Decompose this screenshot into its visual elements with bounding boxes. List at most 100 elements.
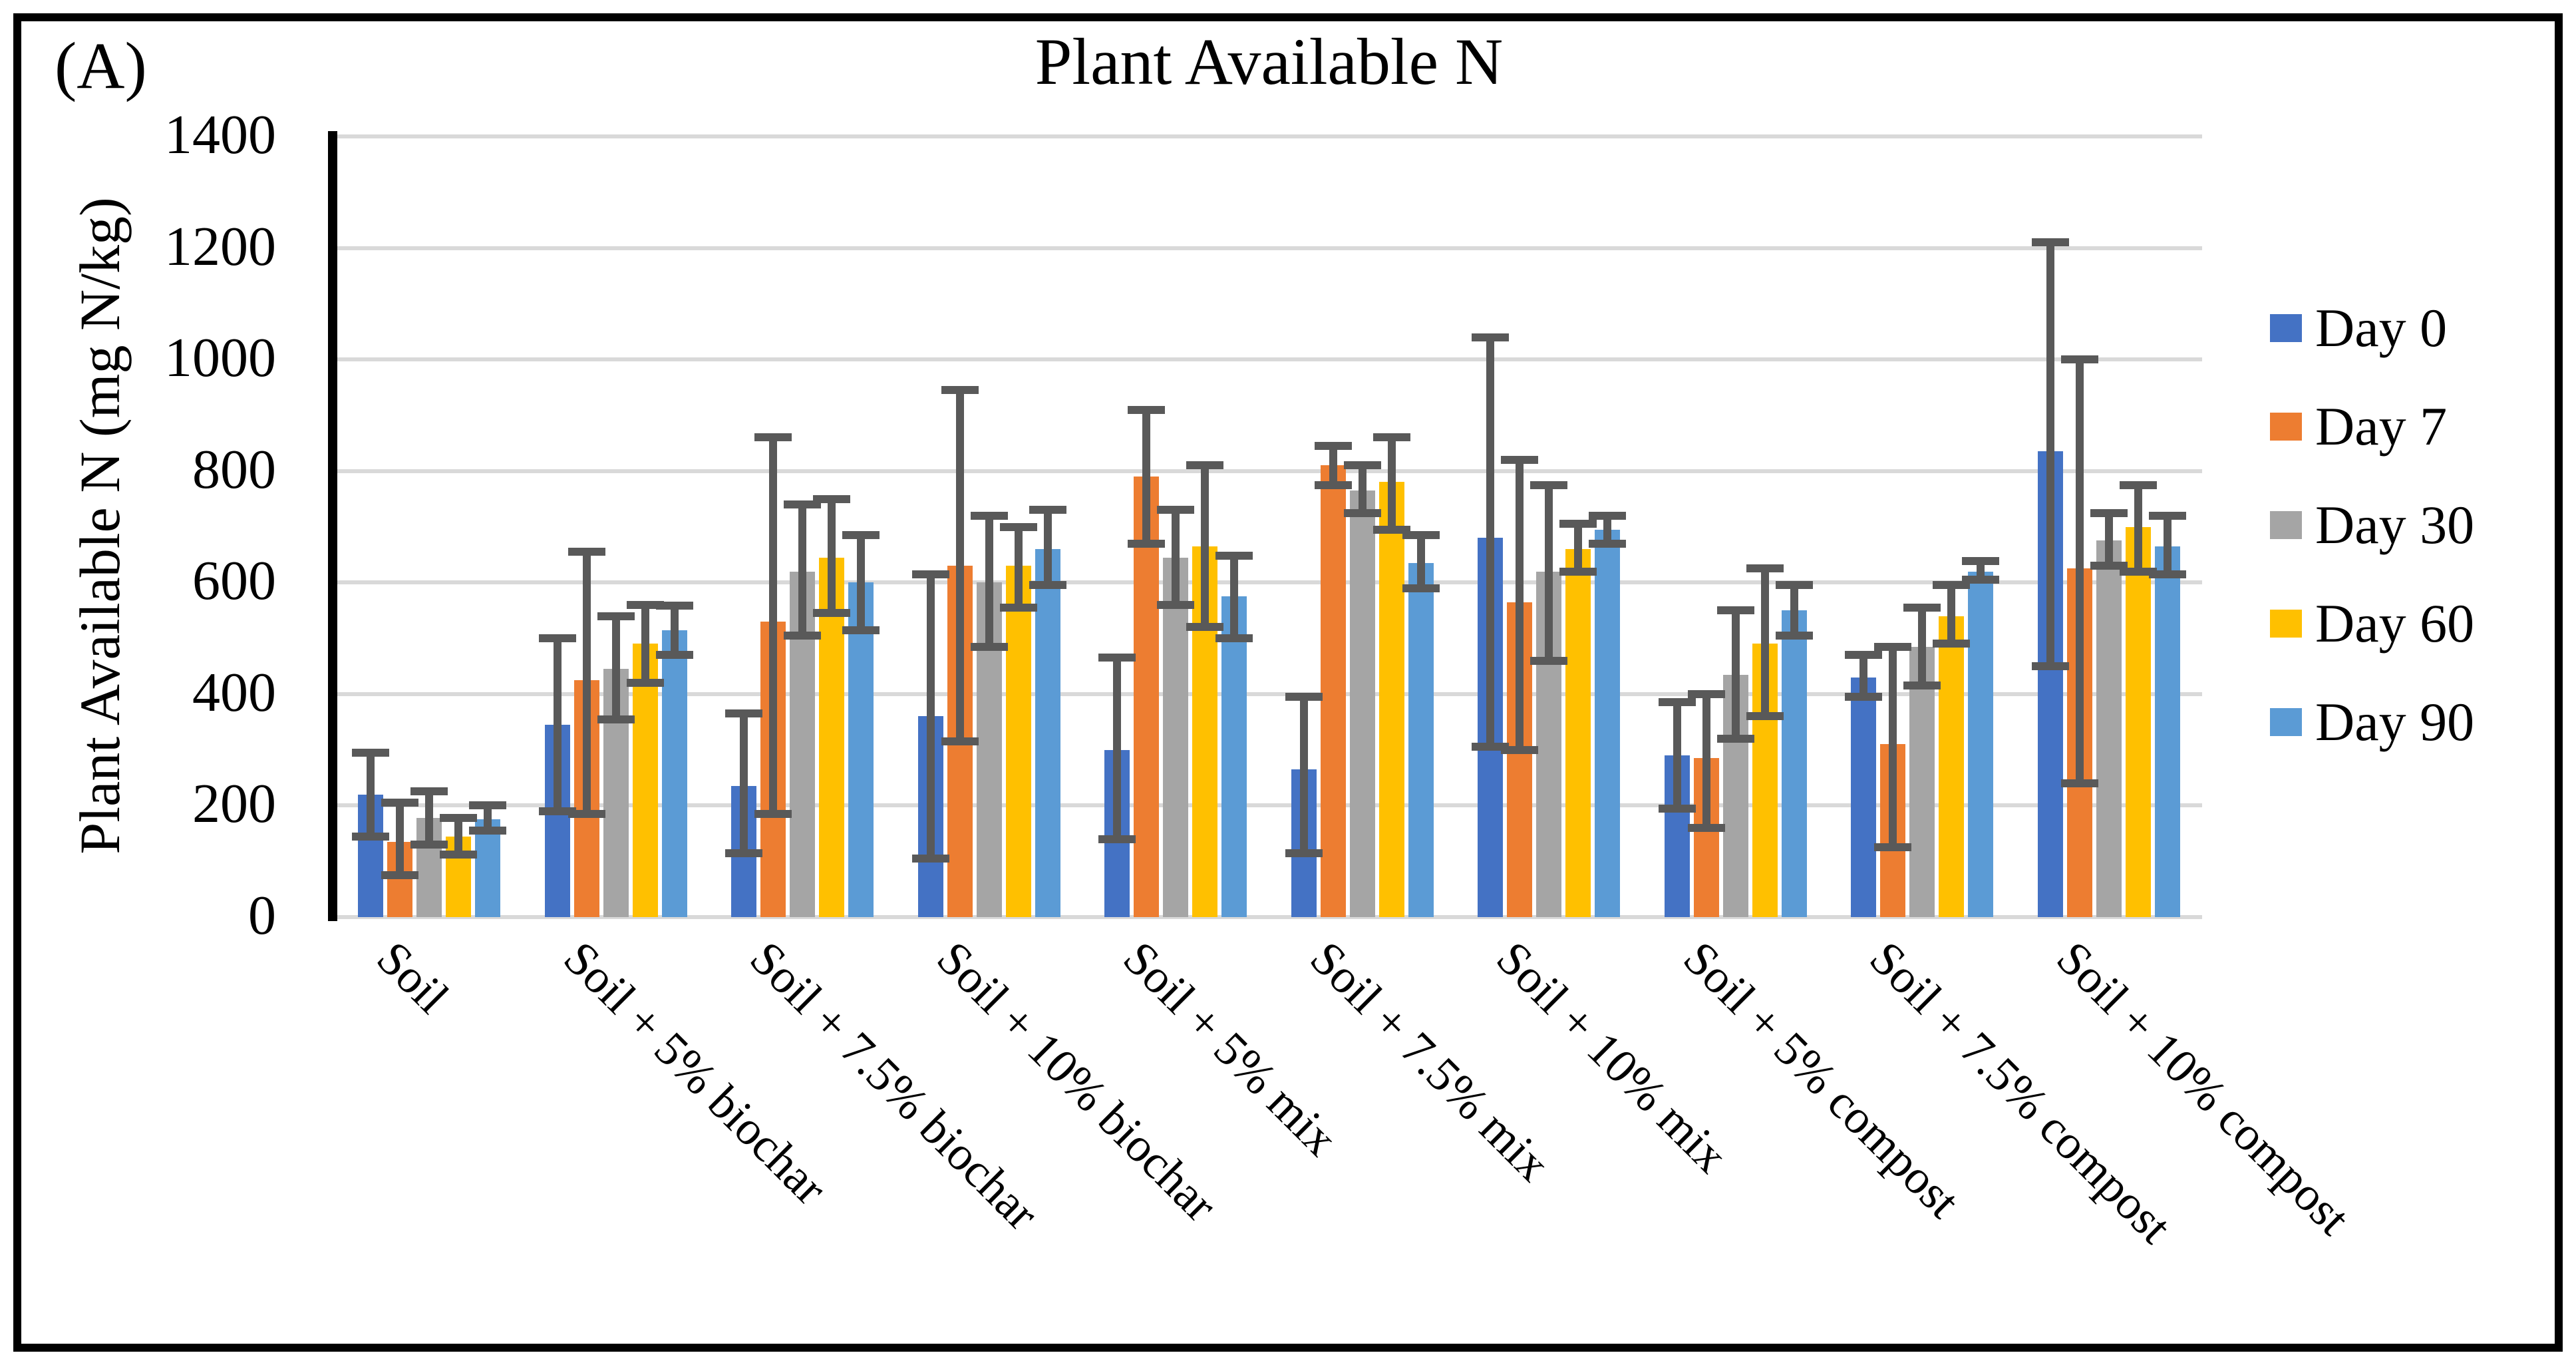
error-bar-cap [1157, 506, 1195, 514]
y-axis-line [328, 131, 337, 921]
error-bar-cap [1186, 623, 1224, 632]
legend-label: Day 60 [2315, 593, 2475, 654]
legend-item: Day 60 [2270, 587, 2474, 660]
error-bar-line [1387, 437, 1396, 530]
bar [1939, 616, 1965, 917]
bar [1565, 549, 1591, 917]
legend-swatch [2270, 314, 2302, 342]
error-bar-line [1790, 585, 1798, 636]
legend-label: Day 30 [2315, 494, 2475, 555]
error-bar-line [769, 437, 778, 814]
error-bar-cap [1402, 531, 1440, 540]
bar [1968, 571, 1994, 917]
figure-border [13, 13, 2563, 1352]
error-bar-line [1977, 561, 1985, 580]
error-bar-cap [813, 609, 851, 618]
bar [2125, 526, 2151, 917]
error-bar-cap [1128, 405, 1166, 414]
bar [819, 557, 845, 917]
legend-swatch [2270, 610, 2302, 638]
error-bar-cap [2060, 779, 2098, 787]
error-bar-cap [1343, 508, 1381, 517]
error-bar-cap [2090, 508, 2128, 517]
error-bar-cap [1372, 525, 1410, 534]
error-bar-cap [813, 494, 851, 503]
legend-swatch [2270, 413, 2302, 441]
gridline [336, 357, 2202, 362]
error-bar-line [1014, 526, 1023, 608]
error-bar-cap [1559, 520, 1597, 528]
panel-label: (A) [55, 29, 147, 102]
legend-label: Day 7 [2315, 396, 2448, 457]
error-bar-cap [440, 813, 478, 822]
y-axis-title: Plant Available N (mg N/kg) [68, 197, 132, 855]
error-bar-cap [970, 642, 1008, 651]
error-bar-cap [1559, 567, 1597, 576]
error-bar-cap [597, 715, 635, 723]
error-bar-cap [1962, 576, 2000, 584]
error-bar-cap [754, 809, 792, 818]
error-bar-cap [1501, 745, 1539, 754]
error-bar-cap [1186, 461, 1224, 470]
error-bar-cap [1098, 835, 1136, 843]
error-bar-line [425, 791, 434, 845]
bar [2096, 540, 2122, 917]
error-bar-cap [2119, 481, 2157, 489]
error-bar-cap [469, 827, 507, 835]
error-bar-line [985, 515, 993, 647]
error-bar-cap [1746, 564, 1784, 573]
error-bar-cap [626, 600, 664, 609]
error-bar-cap [2090, 562, 2128, 570]
error-bar-cap [941, 386, 979, 395]
error-bar-cap [1903, 682, 1941, 690]
x-axis-baseline [336, 915, 2202, 919]
error-bar-cap [1845, 651, 1883, 660]
error-bar-cap [410, 841, 448, 849]
error-bar-cap [410, 787, 448, 796]
y-tick-label: 400 [192, 661, 276, 723]
error-bar-cap [1687, 689, 1725, 698]
error-bar-line [2134, 485, 2142, 572]
gridline [336, 803, 2202, 808]
error-bar-line [1889, 646, 1897, 848]
error-bar-cap [784, 500, 822, 508]
error-bar-line [582, 552, 591, 814]
error-bar-cap [1343, 461, 1381, 470]
error-bar-cap [1933, 581, 1971, 590]
error-bar-cap [655, 602, 693, 610]
bar [661, 630, 687, 917]
bar [1221, 596, 1247, 917]
error-bar-cap [1933, 640, 1971, 648]
error-bar-cap [2031, 662, 2069, 670]
error-bar-cap [1098, 654, 1136, 662]
error-bar-line [1358, 465, 1367, 513]
error-bar-cap [725, 709, 763, 718]
error-bar-cap [440, 851, 478, 859]
error-bar-line [857, 535, 866, 630]
error-bar-cap [1775, 581, 1813, 590]
chart-title: Plant Available N [1035, 25, 1504, 98]
error-bar-cap [567, 809, 605, 818]
bar [1320, 465, 1346, 917]
error-bar-line [1603, 515, 1612, 544]
error-bar-cap [2060, 355, 2098, 364]
error-bar-cap [1501, 455, 1539, 464]
y-tick-label: 1200 [164, 215, 276, 278]
gridline [336, 134, 2202, 138]
error-bar-line [1574, 524, 1583, 572]
error-bar-cap [1157, 600, 1195, 609]
error-bar-cap [1874, 843, 1912, 852]
error-bar-line [2075, 359, 2084, 783]
error-bar-line [454, 817, 463, 855]
y-tick-label: 0 [248, 884, 276, 946]
error-bar-cap [1472, 743, 1510, 751]
error-bar-cap [911, 570, 949, 578]
gridline [336, 691, 2202, 696]
legend-swatch [2270, 511, 2302, 539]
error-bar-cap [725, 849, 763, 857]
error-bar-cap [2148, 511, 2186, 520]
error-bar-cap [842, 626, 880, 634]
y-tick-label: 200 [192, 773, 276, 835]
error-bar-line [1702, 693, 1710, 828]
